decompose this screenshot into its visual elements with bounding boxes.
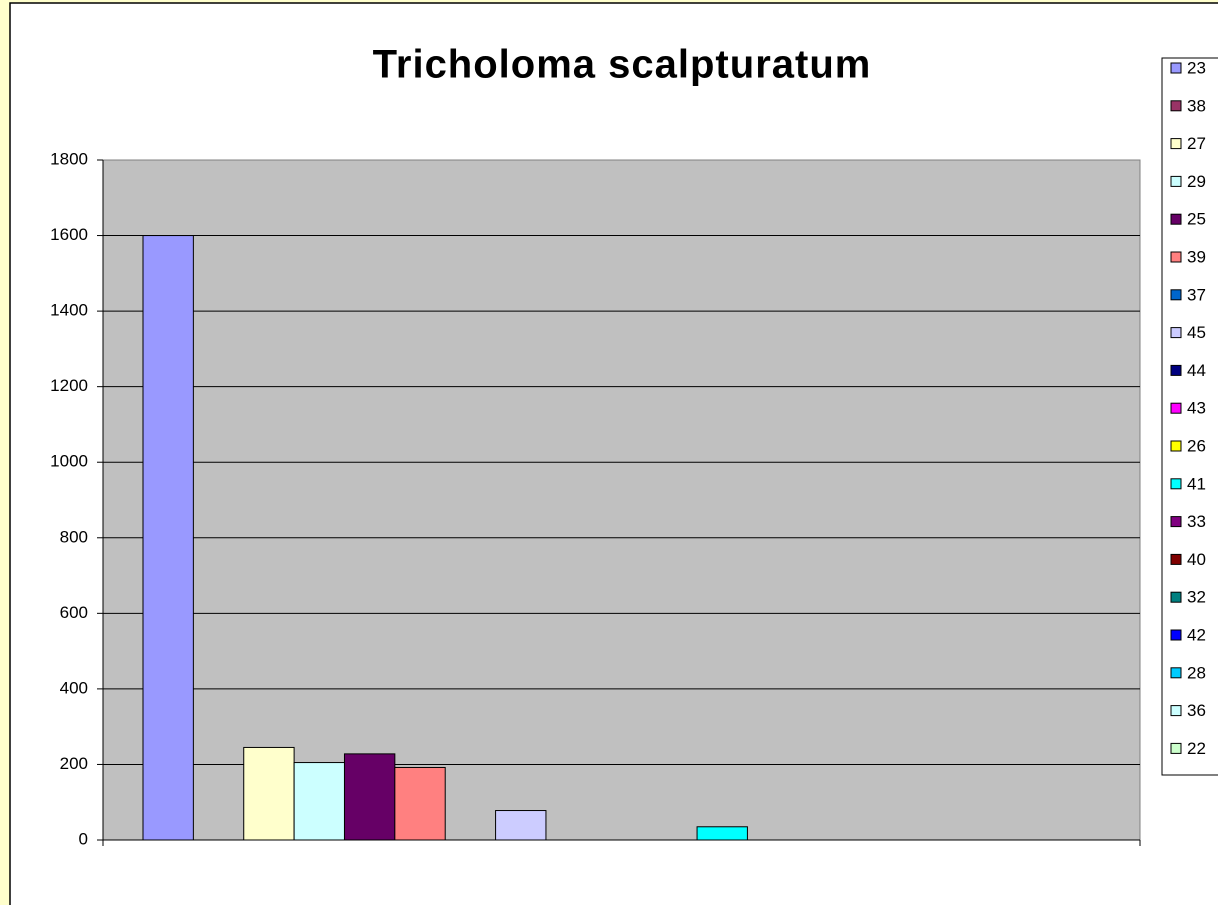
legend-label: 23 <box>1187 58 1206 77</box>
bar <box>394 766 446 841</box>
legend-swatch <box>1170 138 1182 150</box>
legend-swatch <box>1170 553 1182 565</box>
legend-swatch <box>1170 100 1182 112</box>
y-tick-label: 200 <box>60 754 88 773</box>
y-tick-label: 1600 <box>50 225 88 244</box>
legend-swatch <box>1170 251 1182 263</box>
legend-label: 36 <box>1187 701 1206 720</box>
legend-swatch <box>1170 742 1182 754</box>
plot-area <box>102 159 1141 841</box>
legend-label: 44 <box>1187 361 1206 380</box>
legend-label: 33 <box>1187 512 1206 531</box>
legend-label: 40 <box>1187 550 1206 569</box>
chart-title: Tricholoma scalpturatum <box>373 43 872 87</box>
legend-swatch <box>1170 327 1182 339</box>
legend-swatch <box>1170 705 1182 717</box>
legend-label: 32 <box>1187 588 1206 607</box>
legend-label: 29 <box>1187 172 1206 191</box>
legend-swatch <box>1170 591 1182 603</box>
y-tick-label: 1000 <box>50 452 88 471</box>
y-tick-label: 0 <box>79 829 88 848</box>
bar <box>293 762 345 841</box>
legend-swatch <box>1170 629 1182 641</box>
legend-swatch <box>1170 667 1182 679</box>
bar <box>142 235 194 841</box>
y-tick-label: 600 <box>60 603 88 622</box>
legend-swatch <box>1170 516 1182 528</box>
legend-label: 27 <box>1187 134 1206 153</box>
legend-label: 43 <box>1187 399 1206 418</box>
legend-label: 22 <box>1187 739 1206 758</box>
legend-label: 37 <box>1187 285 1206 304</box>
legend-label: 25 <box>1187 210 1206 229</box>
legend-label: 42 <box>1187 625 1206 644</box>
y-tick-label: 800 <box>60 527 88 546</box>
y-tick-label: 1400 <box>50 301 88 320</box>
legend-swatch <box>1170 213 1182 225</box>
y-tick-label: 400 <box>60 678 88 697</box>
legend-label: 26 <box>1187 436 1206 455</box>
legend-swatch <box>1170 364 1182 376</box>
legend-swatch <box>1170 440 1182 452</box>
bar <box>343 753 396 841</box>
legend-label: 39 <box>1187 247 1206 266</box>
bar <box>495 810 547 841</box>
legend-swatch <box>1170 478 1182 490</box>
bar <box>696 826 748 841</box>
legend-swatch <box>1170 175 1182 187</box>
y-tick-label: 1200 <box>50 376 88 395</box>
bar <box>243 746 295 841</box>
legend-swatch <box>1170 62 1182 74</box>
legend-label: 41 <box>1187 474 1206 493</box>
legend-swatch <box>1170 289 1182 301</box>
y-tick-label: 1800 <box>50 149 88 168</box>
legend-label: 38 <box>1187 96 1206 115</box>
legend-swatch <box>1170 402 1182 414</box>
legend-label: 28 <box>1187 663 1206 682</box>
legend-label: 45 <box>1187 323 1206 342</box>
